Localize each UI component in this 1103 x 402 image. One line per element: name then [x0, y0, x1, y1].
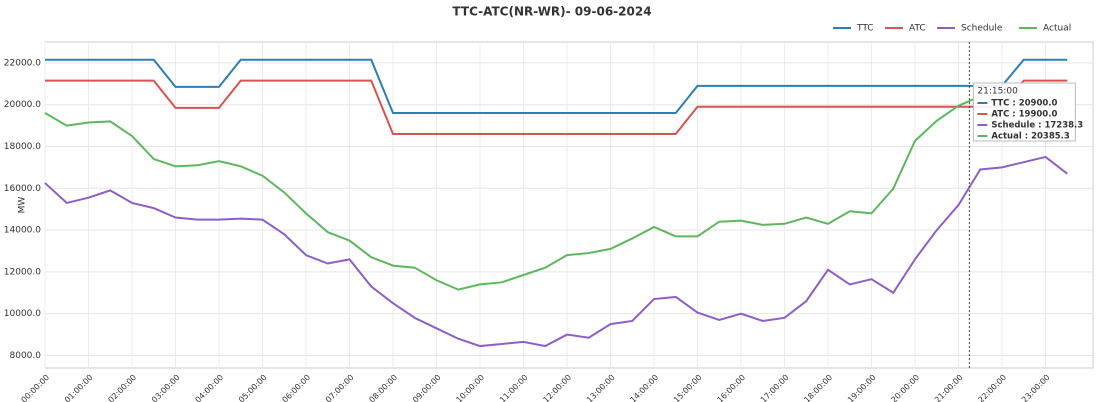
legend-label: ATC [909, 24, 926, 34]
tooltip-title: 21:15:00 [977, 87, 1018, 97]
plot-area [44, 41, 1094, 369]
tooltip-line: Actual : 20385.3 [991, 132, 1069, 142]
y-tick-label: 22000.0 [4, 58, 41, 68]
y-tick-label: 18000.0 [4, 142, 41, 152]
y-tick-label: 20000.0 [4, 100, 41, 110]
chart-title: TTC-ATC(NR-WR)- 09-06-2024 [452, 5, 651, 19]
series-line [44, 155, 1068, 348]
legend-label: TTC [856, 24, 874, 34]
series-line [45, 58, 1068, 115]
legend-label: Schedule [961, 24, 1003, 34]
tooltip-line: ATC : 19900.0 [991, 110, 1057, 120]
tooltip-box [972, 82, 1076, 142]
y-axis-label: MW [18, 197, 28, 214]
y-tick-label: 10000.0 [4, 309, 41, 319]
y-tick-label: 8000.0 [10, 351, 42, 361]
tooltip-line: Schedule : 17238.3 [991, 121, 1083, 131]
series-line [44, 95, 981, 291]
legend-label: Actual [1043, 24, 1071, 34]
series-line [45, 79, 1068, 135]
y-tick-label: 14000.0 [4, 226, 41, 236]
tooltip-line: TTC : 20900.0 [991, 99, 1057, 109]
y-tick-label: 12000.0 [4, 267, 41, 277]
y-tick-label: 16000.0 [4, 184, 41, 194]
